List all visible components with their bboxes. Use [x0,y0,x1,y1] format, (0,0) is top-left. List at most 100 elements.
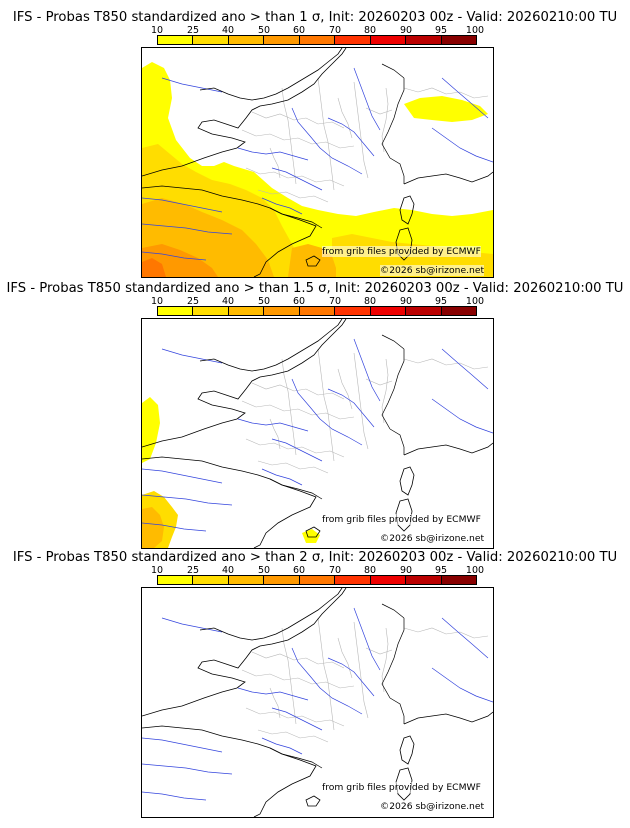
colorbar-tick-label: 25 [186,565,200,576]
island-outline [305,795,321,807]
colorbar-tick-label: 70 [328,25,342,36]
region-border [381,87,389,153]
region-border [317,617,335,731]
colorbar-tick-label: 25 [186,296,200,307]
region-border [317,348,335,462]
region-border [317,77,335,191]
colorbar-tick-label: 100 [465,296,485,307]
colorbar-tick-label: 90 [399,25,413,36]
colorbar-tick-label: 95 [434,25,448,36]
copyright-credit: ©2026 sb@irizone.net [380,801,485,812]
river-line [261,197,303,215]
colorbar-tick-label: 95 [434,296,448,307]
colorbar-tick-label: 40 [221,565,235,576]
region-border [241,669,355,689]
region-border [403,358,489,370]
map-canvas [142,319,493,548]
colorbar [157,575,477,585]
region-border [337,97,353,139]
colorbar-tick-label: 90 [399,565,413,576]
region-border [365,107,393,115]
colorbar-swatch [441,36,476,44]
colorbar-swatch [406,307,442,315]
island-outline [305,255,321,267]
panel-title: IFS - Probas T850 standardized ano > tha… [12,550,618,565]
river-line [261,737,303,755]
region-border [381,627,389,693]
country-border [389,157,405,184]
region-border [257,460,329,474]
region-border [337,368,353,410]
probability-area [142,397,160,463]
river-line [142,763,233,775]
colorbar-swatch [406,36,442,44]
data-provider-credit: from grib files provided by ECMWF [322,782,481,793]
river-line [431,667,493,703]
region-border [381,358,389,424]
copyright-credit: ©2026 sb@irizone.net [380,265,485,276]
colorbar-swatch [228,36,265,44]
country-border [381,618,405,699]
river-line [142,197,223,213]
colorbar-tick-label: 50 [257,25,271,36]
colorbar-tick-label: 95 [434,565,448,576]
river-line [142,791,207,801]
region-border [257,189,329,203]
colorbar-swatch [264,307,300,315]
colorbar [157,35,477,45]
colorbar-swatch [158,576,194,584]
colorbar-tick-label: 100 [465,25,485,36]
region-border [257,729,329,743]
map-panel-3: IFS - Probas T850 standardized ano > tha… [0,540,630,818]
region-border [365,378,393,386]
colorbar-tick-label: 10 [150,296,164,307]
probability-area [142,507,164,548]
colorbar-tick-label: 40 [221,296,235,307]
region-border [281,627,297,725]
river-line [353,607,381,671]
colorbar-labels: 10 25 40 50 60 70 80 90 95 100 [151,296,484,307]
colorbar-tick-label: 80 [363,25,377,36]
colorbar-tick-label: 100 [465,565,485,576]
river-line [237,687,309,701]
river-line [161,77,223,93]
region-border [281,87,297,185]
probability-area [142,258,166,277]
country-border [381,78,405,159]
island-outline [395,227,413,261]
region-border [353,81,369,179]
river-line [142,223,233,235]
colorbar-swatch [335,576,371,584]
river-line [441,348,489,390]
colorbar-swatch [264,576,300,584]
colorbar-tick-label: 80 [363,296,377,307]
colorbar-swatch [299,576,336,584]
region-border [353,352,369,450]
river-line [261,468,303,486]
country-border [381,63,405,79]
colorbar-labels: 10 25 40 50 60 70 80 90 95 100 [151,565,484,576]
coastline [142,48,347,177]
map-panel-1: IFS - Probas T850 standardized ano > tha… [0,0,630,278]
colorbar-tick-label: 25 [186,25,200,36]
river-line [327,388,375,428]
river-line [291,107,363,175]
map-panel-2: IFS - Probas T850 standardized ano > tha… [0,271,630,549]
colorbar-labels: 10 25 40 50 60 70 80 90 95 100 [151,25,484,36]
colorbar-tick-label: 60 [292,565,306,576]
river-line [353,67,381,131]
coastline [199,48,343,101]
country-border [389,428,405,455]
country-border [269,207,323,229]
river-line [142,251,207,261]
colorbar-swatch [441,307,476,315]
colorbar-swatch [193,36,229,44]
colorbar-swatch [370,576,407,584]
river-line [291,378,363,446]
river-line [271,167,323,191]
coastline [142,725,317,817]
region-border [365,647,393,655]
probability-map [141,318,494,549]
colorbar-tick-label: 90 [399,296,413,307]
island-outline [399,735,415,765]
